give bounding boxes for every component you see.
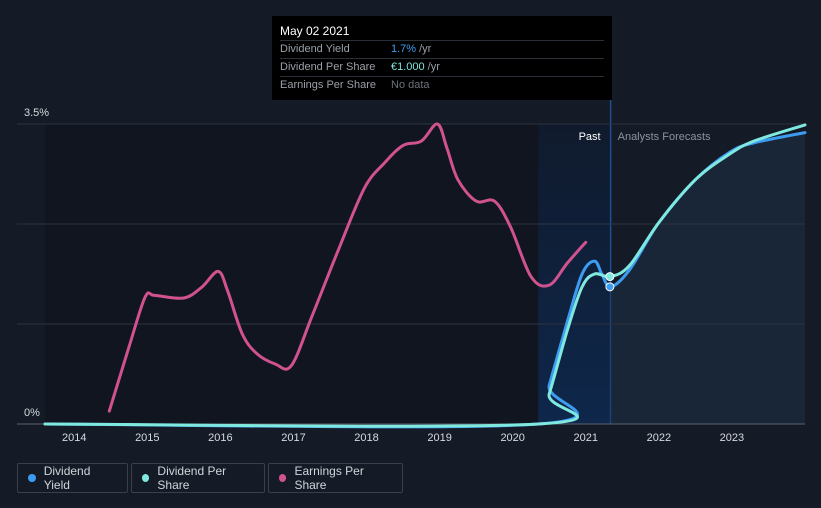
x-tick-label: 2015 (135, 432, 159, 444)
x-tick-label: 2016 (208, 432, 232, 444)
tooltip-panel: May 02 2021 Dividend Yield 1.7% /yr Divi… (272, 16, 612, 100)
legend-dot-icon (142, 474, 150, 482)
legend-earnings-per-share[interactable]: Earnings Per Share (268, 463, 403, 493)
x-tick-label: 2021 (574, 432, 598, 444)
x-tick-label: 2022 (647, 432, 671, 444)
tooltip-row-earnings-per-share: Earnings Per Share No data (280, 76, 604, 94)
chart-background-layer (45, 100, 805, 424)
earnings-per-share-line (107, 122, 588, 413)
forecast-area-fill (610, 132, 805, 424)
y-tick-label: 0% (24, 407, 40, 419)
legend-dot-icon (28, 474, 36, 482)
tooltip-row-dividend-per-share: Dividend Per Share €1.000 /yr (280, 58, 604, 76)
tooltip-value: €1.000 (391, 61, 425, 73)
hover-marker (605, 282, 615, 292)
series-layer (43, 122, 807, 429)
x-tick-label: 2014 (62, 432, 86, 444)
y-tick-label: 3.5% (24, 107, 49, 119)
legend-dividend-per-share[interactable]: Dividend Per Share (131, 463, 265, 493)
tooltip-unit: /yr (427, 61, 440, 73)
x-tick-label: 2017 (281, 432, 305, 444)
dividend-per-share-line (43, 123, 807, 428)
x-tick-label: 2020 (500, 432, 524, 444)
tooltip-unit: /yr (419, 43, 432, 55)
legend-label: Dividend Per Share (157, 464, 227, 492)
tooltip-date: May 02 2021 (280, 24, 350, 38)
hover-marker (605, 272, 615, 282)
tooltip-label: Earnings Per Share (280, 79, 376, 91)
x-tick-label: 2019 (427, 432, 451, 444)
tooltip-label: Dividend Yield (280, 43, 350, 55)
x-tick-label: 2023 (720, 432, 744, 444)
tooltip-row-dividend-yield: Dividend Yield 1.7% /yr (280, 40, 604, 58)
x-tick-label: 2018 (354, 432, 378, 444)
legend-dot-icon (279, 474, 287, 482)
tooltip-value: No data (391, 79, 430, 91)
legend-label: Earnings Per Share (294, 464, 364, 492)
marker-layer (605, 272, 615, 292)
forecast-label: Analysts Forecasts (618, 131, 711, 143)
axis-labels-layer: 3.5% 0% 2014 2015 2016 2017 2018 2019 2020 2021 20… (24, 107, 744, 444)
legend-label: Dividend Yield (43, 464, 91, 492)
past-label: Past (579, 131, 601, 143)
tooltip-label: Dividend Per Share (280, 61, 376, 73)
legend-dividend-yield[interactable]: Dividend Yield (17, 463, 128, 493)
tooltip-value: 1.7% (391, 43, 417, 55)
